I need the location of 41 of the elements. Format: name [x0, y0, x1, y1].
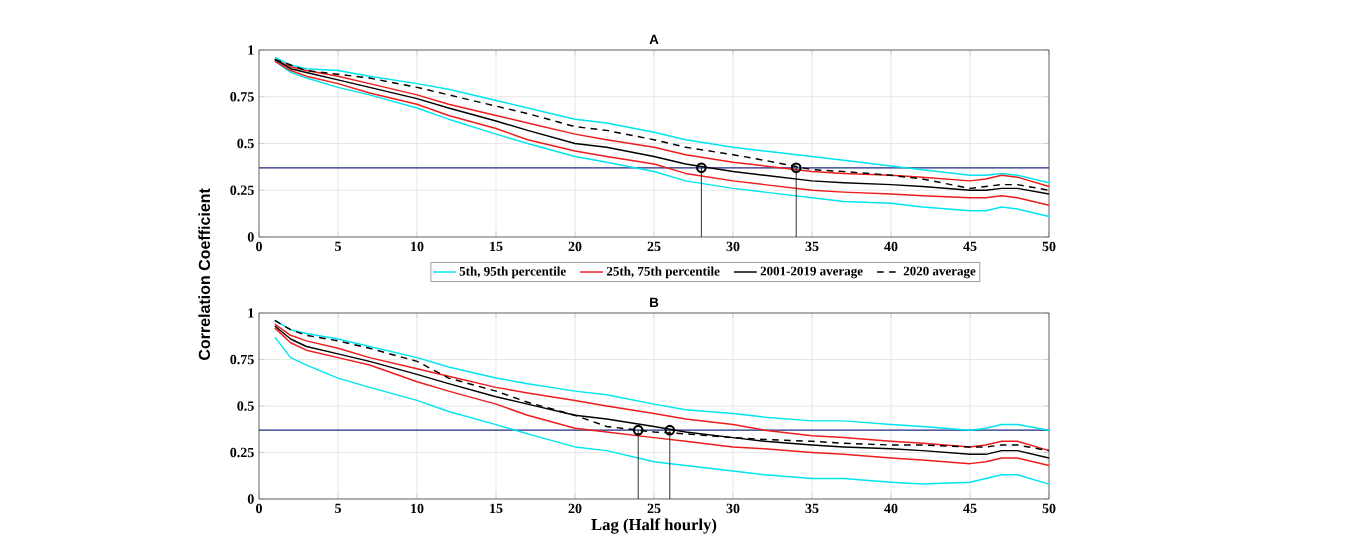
x-tick-label: 35 [805, 241, 819, 252]
x-tick-label: 30 [726, 241, 740, 252]
x-tick-label: 15 [490, 503, 503, 514]
y-tick-label: 0 [247, 232, 254, 242]
legend-label: 25th, 75th percentile [606, 266, 720, 279]
x-tick-label: 25 [647, 503, 661, 514]
x-tick-label: 35 [805, 503, 819, 514]
x-tick-label: 25 [647, 241, 661, 252]
y-tick-label: 0.5 [237, 138, 254, 149]
x-tick-label: 20 [568, 241, 582, 252]
legend-label: 2001-2019 average [760, 266, 863, 279]
x-tick-label: 50 [1042, 241, 1056, 252]
y-tick-label: 1 [248, 45, 254, 55]
x-tick-label: 5 [335, 503, 341, 514]
x-tick-label: 40 [884, 503, 898, 514]
line-series [274, 336, 1050, 485]
x-tick-label: 50 [1042, 503, 1056, 514]
x-tick-label: 5 [335, 241, 341, 252]
y-tick-label: 0 [247, 494, 254, 504]
x-tick-label: 45 [963, 241, 977, 252]
x-tick-label: 0 [256, 241, 262, 252]
y-tick-label: 0.5 [237, 401, 254, 411]
chart-title: A [649, 34, 659, 44]
x-tick-label: 30 [726, 503, 740, 514]
x-axis-title: Lag (Half hourly) [591, 518, 717, 534]
x-tick-label: 20 [568, 503, 582, 514]
y-tick-label: 1 [248, 308, 254, 318]
y-axis-title: Correlation Coefficient [198, 188, 211, 360]
chart-title: B [650, 297, 659, 307]
x-tick-label: 10 [411, 241, 424, 252]
y-tick-label: 0.25 [230, 447, 254, 458]
y-tick-label: 0.25 [230, 185, 254, 195]
x-tick-label: 10 [411, 503, 424, 514]
x-tick-label: 15 [490, 241, 503, 252]
y-tick-label: 0.75 [230, 91, 254, 102]
legend-label: 5th, 95th percentile [459, 266, 566, 279]
x-tick-label: 0 [256, 503, 262, 514]
legend-label: 2020 average [903, 266, 976, 279]
y-tick-label: 0.75 [230, 354, 254, 365]
x-tick-label: 45 [963, 503, 977, 514]
x-tick-label: 40 [884, 241, 898, 252]
